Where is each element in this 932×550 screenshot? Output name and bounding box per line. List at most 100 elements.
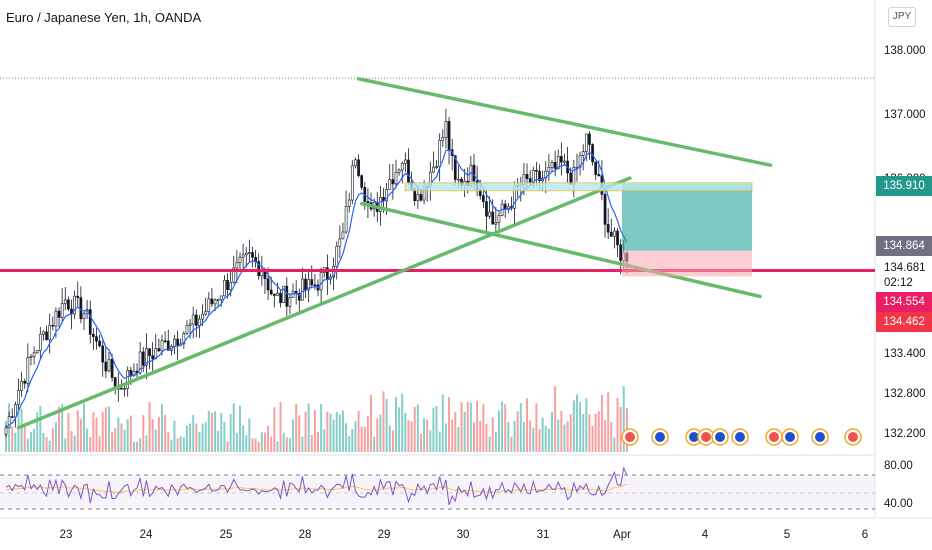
- volume-bar: [95, 417, 98, 452]
- volume-bar: [526, 398, 529, 452]
- volume-bar: [123, 429, 126, 452]
- candle-body: [188, 323, 192, 326]
- candle-body: [581, 151, 585, 156]
- volume-bar: [310, 434, 313, 452]
- candle-body: [528, 178, 532, 183]
- y-tick-label: 137.000: [884, 109, 926, 121]
- volume-bar: [29, 431, 32, 452]
- candle-body: [550, 162, 554, 168]
- volume-bar: [154, 429, 157, 452]
- x-tick-label: 24: [140, 529, 153, 541]
- volume-bar: [195, 423, 198, 452]
- volume-bar: [370, 394, 373, 452]
- candle-body: [553, 162, 557, 169]
- candle-body: [79, 297, 83, 320]
- candle-body: [494, 222, 498, 225]
- volume-bar: [20, 408, 23, 452]
- volume-bar: [226, 441, 229, 452]
- volume-bar: [363, 426, 366, 452]
- candle-body: [201, 313, 204, 320]
- currency-button[interactable]: JPY: [888, 7, 916, 27]
- volume-bar: [79, 418, 82, 452]
- volume-bar: [351, 428, 354, 452]
- candle-body: [98, 340, 101, 347]
- volume-bar: [317, 432, 319, 452]
- volume-bar: [73, 435, 76, 452]
- volume-bar: [563, 424, 566, 452]
- candle-body: [301, 278, 304, 301]
- candle-body: [145, 348, 148, 366]
- candle-body: [588, 133, 591, 145]
- volume-bar: [507, 421, 510, 452]
- candle-body: [42, 331, 45, 335]
- volume-bar: [164, 414, 167, 452]
- volume-bar: [126, 419, 129, 452]
- candle-body: [126, 369, 130, 389]
- event-icon: [651, 428, 669, 446]
- volume-bar: [366, 415, 369, 452]
- candle-body: [616, 230, 619, 246]
- volume-bar: [89, 437, 92, 452]
- volume-bar: [488, 436, 491, 452]
- candle-body: [269, 289, 273, 295]
- candle-body: [407, 159, 410, 183]
- volume-bar: [510, 436, 513, 452]
- candle-body: [310, 279, 314, 286]
- volume-bar: [560, 410, 563, 452]
- volume-bar: [541, 417, 544, 452]
- candle-body: [597, 174, 601, 177]
- volume-bar: [482, 404, 485, 452]
- candle-body: [23, 381, 27, 384]
- volume-bar: [273, 407, 276, 452]
- candle-body: [453, 155, 457, 180]
- volume-bar: [341, 410, 344, 452]
- bid-price-badge: 134.554: [876, 292, 932, 312]
- candle-body: [10, 416, 14, 418]
- candle-body: [120, 387, 123, 390]
- chart-title: Euro / Japanese Yen, 1h, OANDA: [6, 10, 202, 25]
- volume-bar: [529, 420, 532, 452]
- volume-bar: [619, 406, 622, 452]
- candle-body: [609, 231, 613, 237]
- volume-bar: [185, 425, 188, 452]
- volume-bar: [201, 423, 204, 452]
- candle-body: [341, 231, 345, 240]
- volume-bar: [338, 414, 341, 452]
- candle-body: [54, 310, 58, 327]
- volume-bar: [26, 438, 29, 452]
- volume-bar: [117, 417, 120, 452]
- candle-body: [400, 163, 404, 171]
- candle-body: [472, 164, 476, 182]
- candle-body: [556, 156, 560, 169]
- volume-bar: [217, 430, 220, 452]
- volume-bar: [419, 433, 422, 452]
- volume-bar: [497, 410, 500, 452]
- volume-bar: [572, 400, 575, 452]
- candle-body: [350, 165, 354, 201]
- candle-body: [506, 206, 510, 210]
- candle-body: [338, 238, 342, 247]
- candle-body: [297, 293, 301, 301]
- candle-body: [26, 357, 30, 384]
- volume-bar: [51, 428, 54, 452]
- candle-body: [591, 144, 594, 163]
- candle-body: [248, 252, 251, 254]
- volume-bar: [376, 418, 379, 452]
- rsi-tick-label: 80.00: [884, 460, 913, 472]
- volume-bar: [426, 419, 429, 452]
- volume-bar: [229, 413, 232, 452]
- volume-bar: [585, 398, 588, 452]
- y-tick-label: 133.400: [884, 348, 926, 360]
- candle-body: [538, 170, 541, 182]
- candle-body: [257, 261, 261, 277]
- candle-body: [213, 299, 217, 305]
- candle-body: [441, 137, 445, 141]
- candle-body: [29, 356, 33, 358]
- volume-bar: [479, 420, 482, 452]
- volume-bar: [129, 415, 132, 452]
- candle-body: [613, 230, 616, 237]
- volume-bar: [142, 415, 145, 452]
- candle-body: [219, 295, 223, 300]
- volume-bar: [535, 403, 538, 452]
